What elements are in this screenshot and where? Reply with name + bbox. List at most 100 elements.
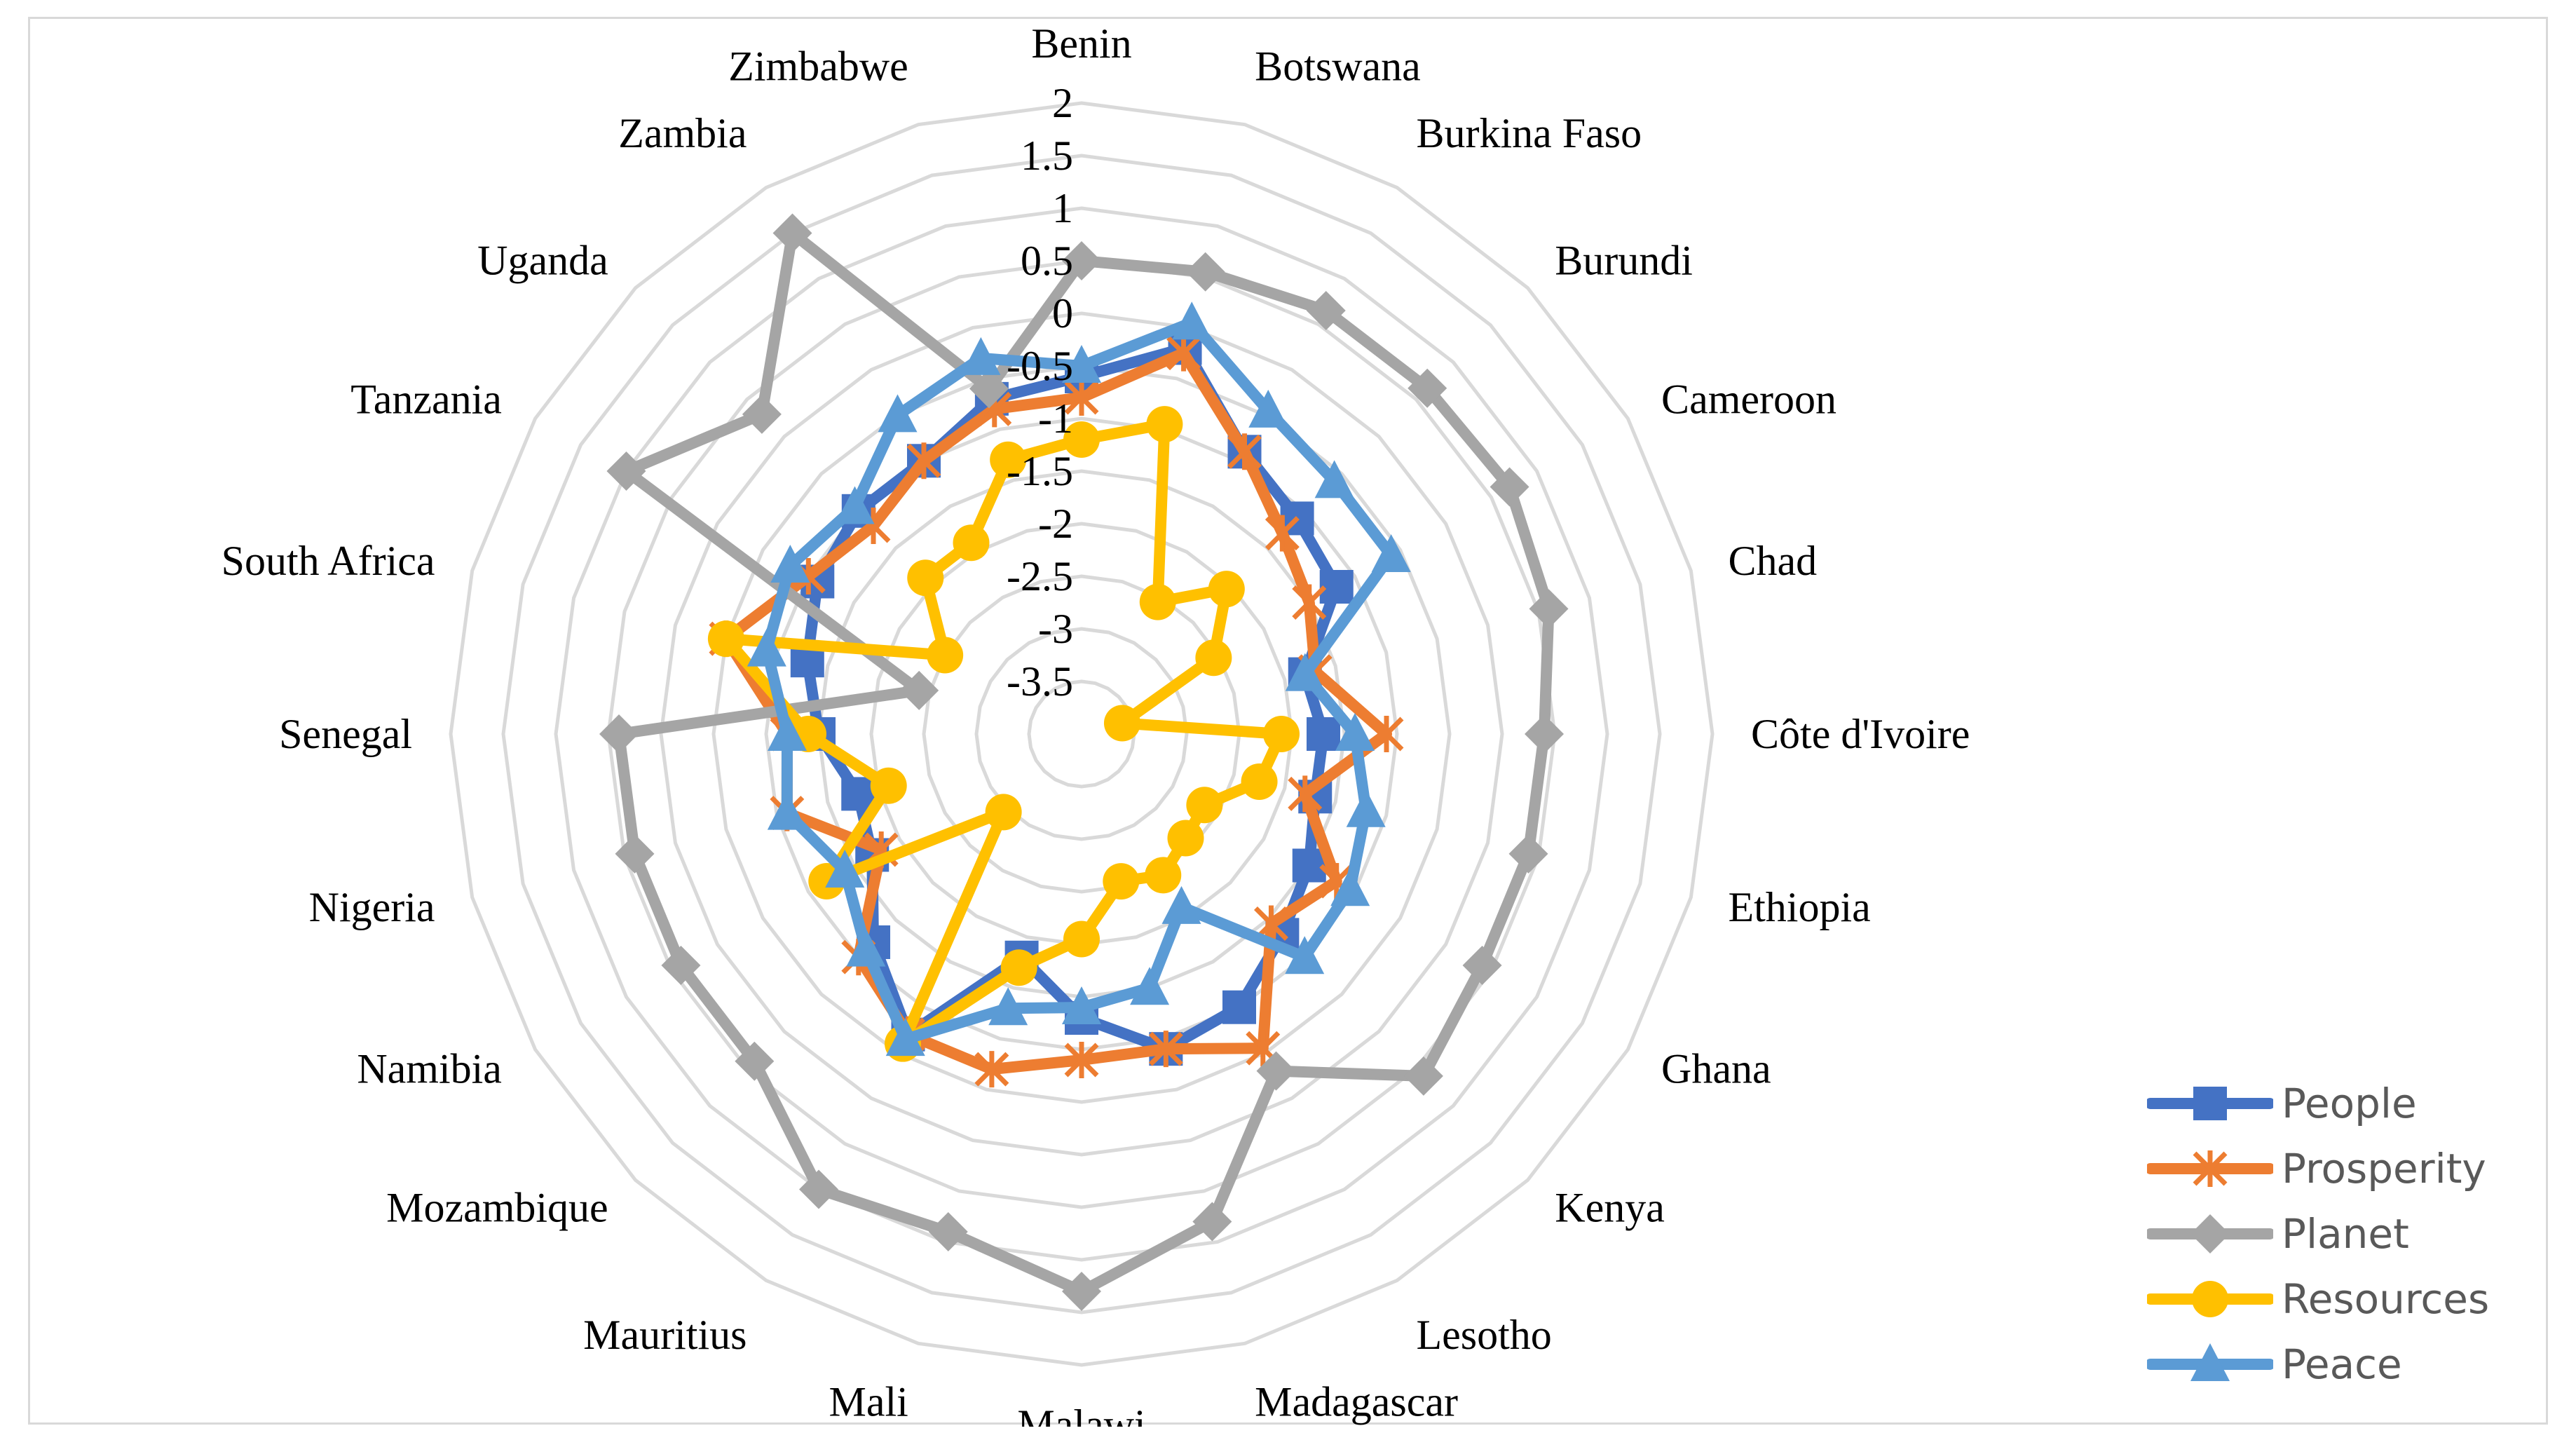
data-point (742, 394, 782, 434)
data-point (1062, 1272, 1101, 1311)
grid-ring (711, 364, 1452, 1104)
data-point (825, 850, 865, 888)
data-point (2193, 1150, 2228, 1187)
data-point (1192, 1202, 1232, 1242)
legend-swatch-icon (2147, 1214, 2273, 1254)
category-label: Cameroon (1661, 376, 1836, 423)
data-point (1314, 460, 1354, 498)
category-label: Lesotho (1417, 1312, 1552, 1358)
data-point (846, 928, 886, 967)
data-point (1103, 863, 1140, 900)
data-point (1186, 787, 1223, 824)
data-point (1265, 515, 1300, 552)
data-point (2192, 1280, 2228, 1317)
data-point (928, 1211, 968, 1251)
category-label: Tanzania (350, 376, 502, 423)
category-label: Zambia (618, 110, 747, 156)
legend-label: Prosperity (2282, 1144, 2486, 1193)
axis-tick-label: -2.5 (1007, 553, 1073, 599)
data-point (985, 794, 1022, 831)
data-point (1508, 834, 1548, 874)
data-point (1263, 716, 1300, 752)
chart-frame: 2 1.5 1 0.5 0 -0.5 -1 -1.5 -2 -2.5 -3 -3.5 Benin Bot… (28, 17, 2548, 1427)
grid-ring (501, 154, 1662, 1314)
series-group (707, 406, 1300, 1062)
data-point (1139, 583, 1176, 620)
data-point (747, 628, 786, 667)
data-point (1195, 639, 1232, 677)
data-point (835, 486, 875, 524)
data-point (1227, 433, 1262, 470)
legend-swatch-icon (2147, 1280, 2273, 1317)
legend-swatch-icon (2147, 1086, 2273, 1120)
data-point (1130, 967, 1170, 1005)
data-point (1319, 570, 1354, 604)
data-point (1062, 345, 1101, 383)
data-point (974, 1051, 1009, 1088)
data-point (1369, 716, 1404, 752)
data-point (2193, 1086, 2227, 1120)
category-label: Burundi (1555, 238, 1693, 284)
legend-label: People (2282, 1079, 2417, 1127)
data-point (870, 767, 907, 804)
legend-item: People (2147, 1071, 2540, 1136)
category-label: Malawi (1017, 1401, 1145, 1427)
legend-label: Resources (2282, 1275, 2490, 1323)
grid-ring (659, 311, 1504, 1157)
series-group (747, 301, 1411, 1057)
data-point (961, 337, 1001, 375)
category-label: Zimbabwe (728, 43, 908, 90)
data-point (1462, 946, 1502, 985)
legend-item: Prosperity (2147, 1136, 2540, 1201)
data-point (1371, 534, 1411, 572)
axis-tick-label: -1.5 (1007, 448, 1073, 494)
axis-tick-label: 2 (1052, 80, 1073, 126)
data-point (1062, 986, 1101, 1024)
data-point (770, 545, 810, 583)
data-point (1222, 990, 1256, 1024)
data-point (1256, 1051, 1296, 1091)
legend-swatch-icon (2147, 1150, 2273, 1187)
category-label: Uganda (477, 238, 608, 284)
category-label: Benin (1031, 20, 1131, 67)
data-point (1167, 820, 1204, 857)
data-point (1403, 1056, 1443, 1096)
data-point (606, 451, 646, 491)
legend-item: Planet (2147, 1201, 2540, 1266)
legend: People Prosperity Planet Resources Peace (2147, 1071, 2540, 1397)
axis-tick-label: -3.5 (1007, 658, 1073, 705)
data-point (768, 713, 807, 751)
data-point (953, 524, 990, 562)
category-label: Burkina Faso (1417, 110, 1642, 156)
data-point (1148, 1031, 1183, 1068)
data-point (615, 834, 655, 874)
data-point (1161, 885, 1201, 924)
data-point (907, 559, 944, 597)
data-point (1490, 467, 1529, 507)
data-point (767, 792, 807, 830)
data-point (1208, 571, 1245, 608)
category-label: Botswana (1255, 43, 1421, 90)
data-point (1330, 868, 1370, 906)
data-point (878, 394, 918, 433)
data-point (1063, 920, 1100, 958)
data-point (906, 442, 941, 480)
data-point (1525, 714, 1564, 754)
data-point (1145, 857, 1182, 894)
category-label: Senegal (279, 711, 412, 757)
axis-tick-labels: 2 1.5 1 0.5 0 -0.5 -1 -1.5 -2 -2.5 -3 -3.5 (1007, 80, 1073, 705)
data-point (1166, 334, 1201, 372)
series-group (599, 213, 1569, 1311)
data-point (1064, 379, 1099, 416)
axis-tick-label: 0 (1052, 290, 1073, 337)
data-point (2190, 1214, 2230, 1254)
category-label: Chad (1728, 538, 1817, 584)
data-point (899, 670, 939, 710)
category-label: Ethiopia (1728, 884, 1870, 930)
series-layer (599, 213, 1569, 1311)
data-point (1335, 713, 1375, 751)
data-point (1285, 653, 1325, 691)
data-point (927, 637, 964, 674)
data-point (1172, 301, 1212, 340)
data-point (1103, 705, 1140, 742)
